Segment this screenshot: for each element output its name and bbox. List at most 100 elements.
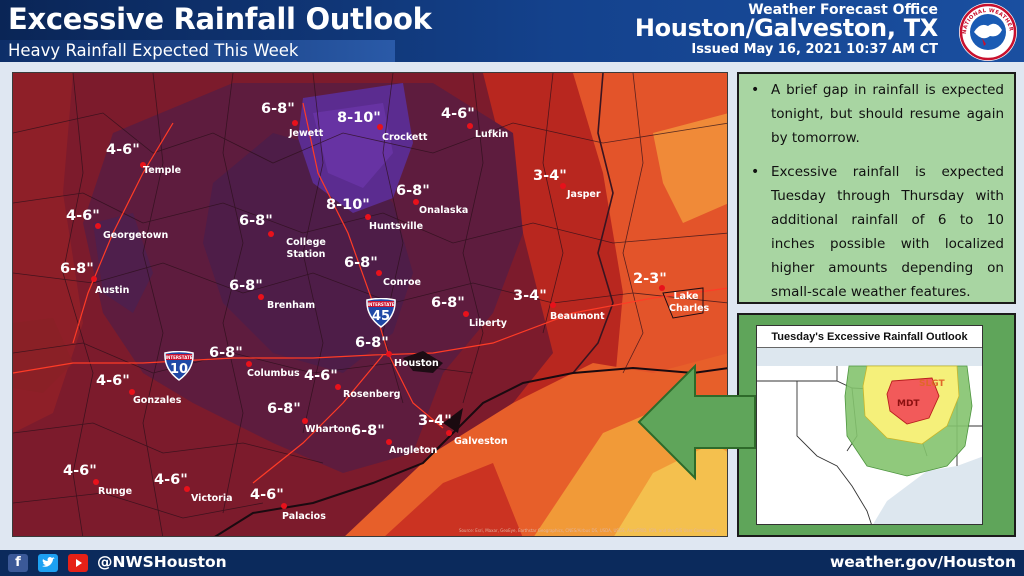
angleton-label: Angleton	[389, 445, 438, 456]
jasper-amount: 3-4"	[533, 168, 567, 184]
galveston-amount: 3-4"	[418, 413, 452, 429]
houston-amount: 6-8"	[355, 335, 389, 351]
palacios-label: Palacios	[282, 511, 326, 522]
i45-shield-header: INTERSTATE	[368, 302, 395, 307]
austin-label: Austin	[95, 285, 130, 296]
college-station-amount: 6-8"	[239, 213, 273, 229]
lufkin-amount: 4-6"	[441, 106, 475, 122]
website-link[interactable]: weather.gov/Houston	[829, 553, 1016, 571]
twitter-icon[interactable]	[38, 554, 58, 572]
facebook-icon[interactable]: f	[8, 554, 28, 572]
liberty-amount: 6-8"	[431, 295, 465, 311]
beaumont-dot	[550, 302, 556, 308]
office-label: Weather Forecast Office	[748, 2, 938, 18]
nws-logo-icon: NATIONAL WEATHER SERVICE	[958, 2, 1017, 61]
social-handle[interactable]: @NWSHouston	[97, 553, 227, 571]
inset-outlook-graphic: SLGT MDT	[757, 348, 982, 524]
youtube-icon[interactable]	[68, 554, 88, 572]
brenham-dot	[258, 294, 264, 300]
austin-dot	[91, 276, 97, 282]
columbus-label: Columbus	[247, 368, 300, 379]
inset-moderate-label: MDT	[897, 399, 920, 409]
runge-dot	[93, 479, 99, 485]
page-title: Excessive Rainfall Outlook	[8, 2, 432, 36]
beaumont-amount: 3-4"	[513, 288, 547, 304]
interstate-45-shield: INTERSTATE 45	[366, 298, 396, 328]
georgetown-amount: 4-6"	[66, 208, 100, 224]
onalaska-label: Onalaska	[419, 205, 469, 216]
header-bar: Excessive Rainfall Outlook Heavy Rainfal…	[0, 0, 1024, 62]
jewett-dot	[292, 120, 298, 126]
victoria-amount: 4-6"	[154, 472, 188, 488]
issued-timestamp: Issued May 16, 2021 10:37 AM CT	[691, 42, 938, 57]
college-station-label: College Station	[286, 237, 326, 260]
crockett-amount: 8-10"	[337, 110, 381, 126]
subtitle-bar: Heavy Rainfall Expected This Week	[0, 40, 395, 62]
conroe-label: Conroe	[383, 277, 421, 288]
i10-shield-number: 10	[170, 362, 188, 377]
i10-shield-header: INTERSTATE	[166, 355, 193, 360]
inset-title: Tuesday's Excessive Rainfall Outlook	[757, 326, 982, 348]
wharton-amount: 6-8"	[267, 401, 301, 417]
wharton-dot	[302, 418, 308, 424]
crockett-label: Crockett	[382, 132, 428, 143]
angleton-amount: 6-8"	[351, 423, 385, 439]
georgetown-dot	[95, 223, 101, 229]
conroe-dot	[376, 270, 382, 276]
houston-label: Houston	[394, 358, 439, 369]
brenham-label: Brenham	[267, 300, 316, 311]
lufkin-dot	[467, 123, 473, 129]
houston-dot	[386, 351, 392, 357]
liberty-dot	[463, 311, 469, 317]
runge-label: Runge	[98, 486, 133, 497]
jasper-label: Jasper	[567, 189, 601, 200]
bullet-excessive-rain: Excessive rainfall is expected Tuesday t…	[747, 160, 1004, 304]
huntsville-amount: 8-10"	[326, 197, 370, 213]
temple-label: Temple	[143, 165, 182, 176]
brenham-amount: 6-8"	[229, 278, 263, 294]
palacios-dot	[281, 503, 287, 509]
onalaska-amount: 6-8"	[396, 183, 430, 199]
lake-charles-amount: 2-3"	[633, 271, 667, 287]
georgetown-label: Georgetown	[103, 230, 169, 241]
jasper-dot	[560, 183, 566, 189]
lufkin-label: Lufkin	[475, 129, 509, 140]
columbus-dot	[246, 361, 252, 367]
temple-dot	[140, 162, 146, 168]
beaumont-label: Beaumont	[550, 311, 605, 322]
victoria-label: Victoria	[191, 493, 233, 504]
rosenberg-amount: 4-6"	[304, 368, 338, 384]
footer-bar: f @NWSHouston weather.gov/Houston	[0, 550, 1024, 576]
onalaska-dot	[413, 199, 419, 205]
interstate-10-shield: INTERSTATE 10	[164, 351, 194, 381]
runge-amount: 4-6"	[63, 463, 97, 479]
jewett-amount: 6-8"	[261, 101, 295, 117]
rosenberg-dot	[335, 384, 341, 390]
forecast-bullet-list: A brief gap in rainfall is expected toni…	[739, 74, 1014, 304]
lake-charles-dot	[659, 285, 665, 291]
victoria-dot	[184, 486, 190, 492]
college-station-dot	[268, 231, 274, 237]
gonzales-label: Gonzales	[133, 395, 182, 406]
angleton-dot	[386, 439, 392, 445]
office-name: Houston/Galveston, TX	[634, 14, 938, 42]
temple-amount: 4-6"	[106, 142, 140, 158]
palacios-amount: 4-6"	[250, 487, 284, 503]
inset-pointer-arrow-icon	[637, 363, 756, 481]
wharton-label: Wharton	[305, 424, 352, 435]
page-subtitle: Heavy Rainfall Expected This Week	[8, 41, 299, 60]
conroe-amount: 6-8"	[344, 255, 378, 271]
columbus-amount: 6-8"	[209, 345, 243, 361]
forecast-summary-panel: A brief gap in rainfall is expected toni…	[737, 72, 1016, 304]
liberty-label: Liberty	[469, 318, 507, 329]
i45-shield-number: 45	[372, 309, 390, 324]
crockett-dot	[377, 124, 383, 130]
inset-slight-label: SLGT	[919, 379, 945, 389]
map-attribution: Source: Esri, Maxar, GeoEye, Earthstar G…	[458, 528, 717, 533]
huntsville-dot	[365, 214, 371, 220]
jewett-label: Jewett	[289, 128, 324, 139]
galveston-dot	[446, 430, 452, 436]
lake-charles-label: Lake Charles	[669, 291, 710, 314]
rosenberg-label: Rosenberg	[343, 389, 401, 400]
bullet-rain-gap: A brief gap in rainfall is expected toni…	[747, 78, 1004, 150]
